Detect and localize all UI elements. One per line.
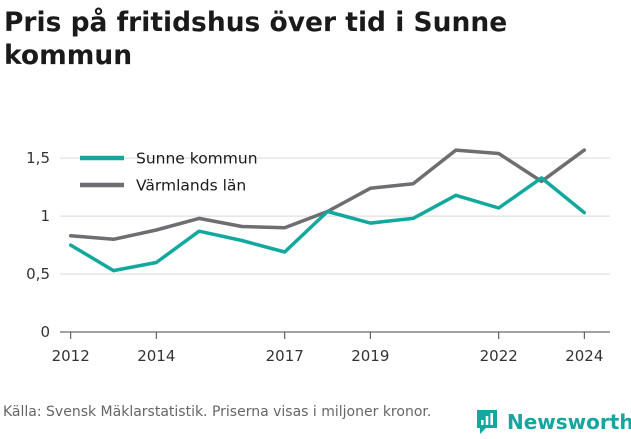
brand-name: Newsworthy xyxy=(507,410,631,434)
x-tick-label: 2022 xyxy=(480,347,518,365)
y-tick-label: 1 xyxy=(40,207,50,225)
x-tick-label: 2014 xyxy=(137,347,175,365)
y-tick-label: 0,5 xyxy=(26,265,50,283)
chart-title: Pris på fritidshus över tid i Sunne komm… xyxy=(4,7,508,71)
legend-label: Värmlands län xyxy=(136,177,246,195)
gridlines xyxy=(60,157,610,333)
x-ticks xyxy=(70,332,585,339)
source-note: Källa: Svensk Mäklarstatistik. Priserna … xyxy=(3,404,432,420)
x-tick-labels: 2012 2014 2017 2019 2022 2024 xyxy=(52,347,604,365)
x-tick-label: 2019 xyxy=(351,347,389,365)
newsworthy-logo-icon xyxy=(477,410,497,434)
x-tick-label: 2012 xyxy=(52,347,90,365)
y-tick-label: 0 xyxy=(40,323,50,341)
x-tick-label: 2024 xyxy=(565,347,603,365)
legend: Sunne kommun Värmlands län xyxy=(80,150,258,195)
series-lines xyxy=(68,148,587,273)
newsworthy-brand: Newsworthy xyxy=(475,408,631,436)
legend-label: Sunne kommun xyxy=(136,150,258,168)
x-tick-label: 2017 xyxy=(266,347,304,365)
y-tick-labels: 0 0,5 1 1,5 xyxy=(26,149,50,341)
y-tick-label: 1,5 xyxy=(26,149,50,167)
series-line-sunne-kommun xyxy=(68,176,587,273)
